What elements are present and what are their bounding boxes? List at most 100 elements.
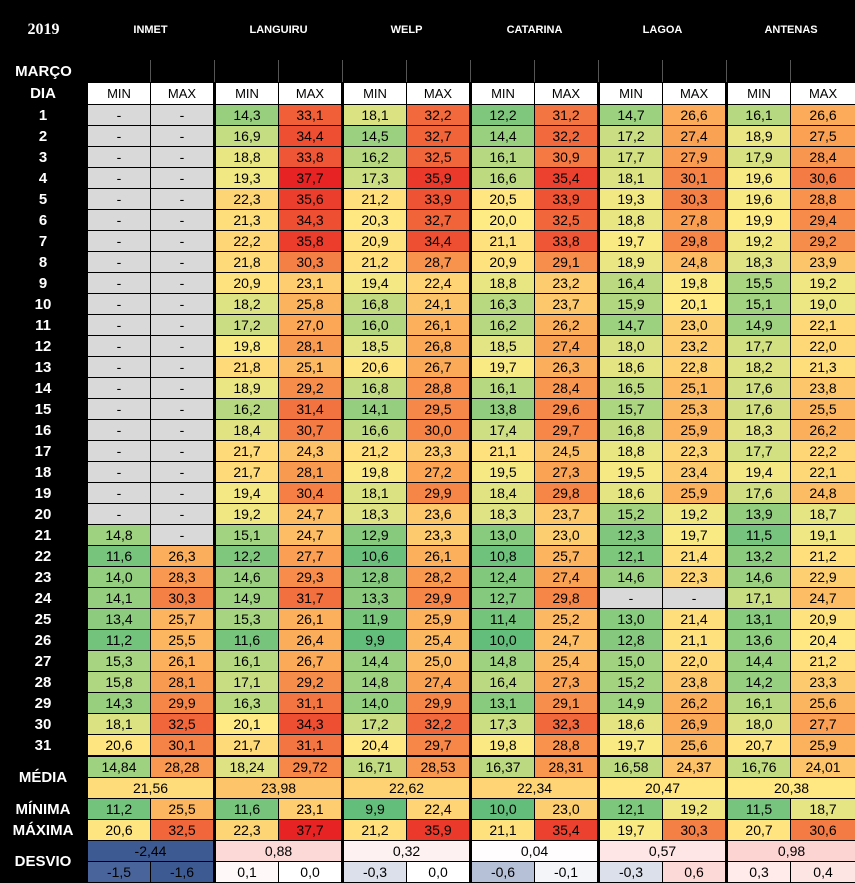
max-value-cell: 37,7 <box>279 168 343 189</box>
min-value-cell: 12,2 <box>215 546 279 567</box>
day-number: 13 <box>1 357 87 378</box>
min-value-cell: 16,3 <box>471 294 535 315</box>
min-value-cell: - <box>87 504 151 525</box>
min-value-cell: 19,2 <box>727 231 791 252</box>
min-value-cell: - <box>87 420 151 441</box>
max-value-cell: 26,6 <box>663 105 727 126</box>
max-value-cell: 21,4 <box>663 546 727 567</box>
min-value-cell: 20,9 <box>343 231 407 252</box>
min-value-cell: 11,9 <box>343 609 407 630</box>
min-value-cell: 21,7 <box>215 462 279 483</box>
max-value-cell: 32,5 <box>535 210 599 231</box>
max-value-cell: 25,6 <box>663 735 727 757</box>
min-value-cell: 19,5 <box>599 462 663 483</box>
max-value-cell: - <box>151 483 215 504</box>
max-value-cell: 29,9 <box>407 588 471 609</box>
media-value-cell: 16,71 <box>343 756 407 778</box>
max-value-cell: 25,4 <box>535 651 599 672</box>
min-value-cell: 19,3 <box>215 168 279 189</box>
max-header: MAX <box>151 83 215 105</box>
media-value-cell: 16,58 <box>599 756 663 778</box>
min-header: MIN <box>727 83 791 105</box>
min-value-cell: - <box>87 252 151 273</box>
max-value-cell: 27,7 <box>791 714 855 735</box>
min-value-cell: 16,1 <box>727 105 791 126</box>
day-number: 18 <box>1 462 87 483</box>
min-value-cell: - <box>87 126 151 147</box>
desvio-value-cell: -0,3 <box>599 862 663 883</box>
max-value-cell: - <box>151 210 215 231</box>
max-value-cell: 21,1 <box>663 630 727 651</box>
max-value-cell: 27,9 <box>663 147 727 168</box>
min-value-cell: 18,9 <box>215 378 279 399</box>
max-value-cell: 26,1 <box>407 546 471 567</box>
media-combined-cell: 20,47 <box>599 778 727 799</box>
max-value-cell: - <box>151 420 215 441</box>
desvio-value-cell: 0,0 <box>279 862 343 883</box>
desvio-combined-cell: -2,44 <box>87 841 215 862</box>
min-value-cell: - <box>599 588 663 609</box>
max-value-cell: 35,6 <box>279 189 343 210</box>
min-value-cell: 15,2 <box>599 504 663 525</box>
max-value-cell: 27,5 <box>791 126 855 147</box>
desvio-value-cell: -0,1 <box>535 862 599 883</box>
max-value-cell: 34,3 <box>279 714 343 735</box>
maxima-value-cell: 21,2 <box>343 820 407 841</box>
max-value-cell: - <box>663 588 727 609</box>
min-value-cell: 18,0 <box>727 714 791 735</box>
max-value-cell: 29,5 <box>407 399 471 420</box>
min-value-cell: 14,1 <box>343 399 407 420</box>
min-value-cell: 11,2 <box>87 630 151 651</box>
max-value-cell: - <box>151 273 215 294</box>
max-value-cell: 35,4 <box>535 168 599 189</box>
max-value-cell: 26,8 <box>407 336 471 357</box>
min-value-cell: 15,5 <box>727 273 791 294</box>
max-value-cell: 19,7 <box>663 525 727 546</box>
day-number: 23 <box>1 567 87 588</box>
min-value-cell: - <box>87 294 151 315</box>
max-value-cell: - <box>151 252 215 273</box>
station-languiru: LANGUIRU <box>215 1 343 60</box>
min-value-cell: 16,0 <box>343 315 407 336</box>
min-value-cell: 19,8 <box>343 462 407 483</box>
min-value-cell: 21,2 <box>343 189 407 210</box>
max-value-cell: 28,4 <box>535 378 599 399</box>
max-value-cell: 31,7 <box>279 588 343 609</box>
max-value-cell: 20,1 <box>663 294 727 315</box>
min-value-cell: 17,2 <box>599 126 663 147</box>
media-value-cell: 28,31 <box>535 756 599 778</box>
max-header: MAX <box>791 83 855 105</box>
min-value-cell: 16,9 <box>215 126 279 147</box>
max-value-cell: 21,3 <box>791 357 855 378</box>
max-value-cell: 26,2 <box>791 420 855 441</box>
max-value-cell: 26,3 <box>535 357 599 378</box>
minima-label: MÍNIMA <box>1 799 87 820</box>
max-value-cell: 23,1 <box>279 273 343 294</box>
min-value-cell: 16,1 <box>215 651 279 672</box>
desvio-value-cell: -0,6 <box>471 862 535 883</box>
min-value-cell: 16,6 <box>471 168 535 189</box>
min-value-cell: - <box>87 210 151 231</box>
min-value-cell: 18,5 <box>343 336 407 357</box>
min-value-cell: 13,6 <box>727 630 791 651</box>
min-header: MIN <box>215 83 279 105</box>
min-value-cell: 20,9 <box>215 273 279 294</box>
min-value-cell: 17,1 <box>727 588 791 609</box>
min-value-cell: 18,4 <box>471 483 535 504</box>
max-value-cell: 29,8 <box>535 483 599 504</box>
media-combined-cell: 21,56 <box>87 778 215 799</box>
max-value-cell: 30,1 <box>151 735 215 757</box>
min-value-cell: 19,7 <box>599 231 663 252</box>
max-value-cell: 27,4 <box>407 672 471 693</box>
maxima-value-cell: 35,9 <box>407 820 471 841</box>
min-value-cell: 15,2 <box>599 672 663 693</box>
max-value-cell: 25,7 <box>535 546 599 567</box>
max-value-cell: 24,5 <box>535 441 599 462</box>
min-value-cell: 14,6 <box>599 567 663 588</box>
